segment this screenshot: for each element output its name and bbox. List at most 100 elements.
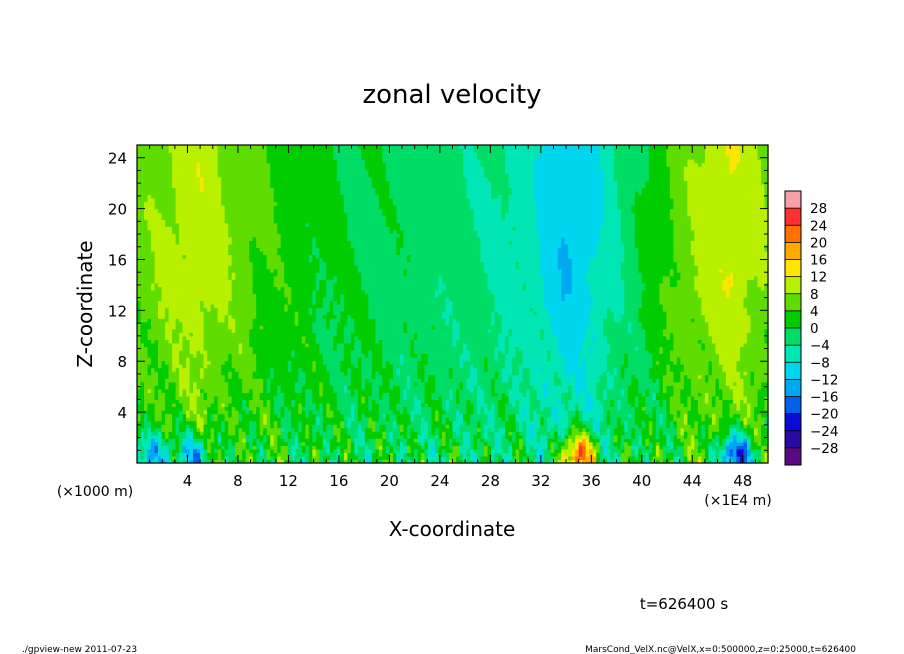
heatmap-cell [396, 448, 401, 453]
heatmap-cell [557, 420, 562, 425]
heatmap-cell [718, 385, 724, 390]
heatmap-cell [266, 438, 271, 443]
heatmap-cell [151, 402, 156, 408]
heatmap-cell [182, 395, 187, 400]
heatmap-cell [172, 438, 177, 443]
heatmap-cell [385, 364, 390, 369]
heatmap-cell [624, 388, 629, 393]
heatmap-cell [641, 371, 646, 376]
heatmap-cell [708, 378, 713, 383]
heatmap-cell [207, 438, 212, 443]
heatmap-cell [287, 385, 292, 390]
heatmap-cell [456, 441, 461, 446]
heatmap-cell [673, 392, 678, 397]
heatmap-cell [638, 452, 643, 457]
heatmap-cell [270, 424, 275, 429]
heatmap-cell [371, 420, 376, 425]
heatmap-cell [589, 431, 594, 436]
heatmap-cell [175, 420, 180, 425]
heatmap-cell [557, 417, 562, 422]
heatmap-cell [298, 448, 303, 453]
heatmap-cell [575, 420, 580, 425]
heatmap-cell [725, 399, 731, 404]
heatmap-cell [564, 448, 569, 453]
heatmap-cell [522, 410, 527, 415]
heatmap-cell [638, 459, 643, 464]
heatmap-cell [217, 406, 222, 411]
heatmap-cell [245, 392, 250, 397]
heatmap-cell [308, 448, 313, 453]
heatmap-cell [631, 378, 636, 383]
heatmap-cell [627, 395, 632, 400]
heatmap-cell [550, 445, 555, 450]
heatmap-cell [536, 371, 541, 376]
heatmap-cell [256, 434, 261, 439]
heatmap-cell [385, 374, 390, 379]
heatmap-cell [701, 381, 706, 386]
heatmap-cell [319, 438, 324, 443]
heatmap-cell [228, 395, 233, 400]
heatmap-cell [322, 410, 327, 415]
heatmap-cell [529, 385, 534, 390]
heatmap-cell [165, 388, 170, 393]
heatmap-cell [270, 459, 275, 464]
heatmap-cell [508, 459, 513, 464]
heatmap-cell [228, 427, 233, 432]
heatmap-cell [298, 402, 303, 408]
heatmap-cell [543, 402, 548, 408]
heatmap-cell [547, 438, 552, 443]
heatmap-cell [249, 420, 254, 425]
heatmap-cell [151, 441, 156, 446]
heatmap-cell [224, 434, 229, 439]
heatmap-cell [161, 438, 166, 443]
heatmap-cell [410, 441, 415, 446]
heatmap-cell [585, 381, 590, 386]
heatmap-cell [312, 385, 317, 390]
heatmap-cell [732, 448, 738, 453]
heatmap-cell [627, 417, 632, 422]
heatmap-cell [242, 413, 247, 418]
heatmap-cell [620, 445, 625, 450]
heatmap-cell [533, 395, 538, 400]
heatmap-cell [676, 413, 681, 418]
heatmap-cell [466, 406, 471, 411]
heatmap-cell [526, 406, 531, 411]
heatmap-cell [175, 438, 180, 443]
heatmap-cell [305, 364, 310, 369]
heatmap-cell [154, 395, 159, 400]
heatmap-cell [501, 385, 506, 390]
heatmap-cell [505, 448, 510, 453]
heatmap-cell [683, 455, 688, 461]
heatmap-cell [445, 406, 450, 411]
heatmap-cell [217, 395, 222, 400]
heatmap-cell [382, 381, 387, 386]
heatmap-cell [186, 410, 191, 415]
heatmap-cell [697, 381, 702, 386]
heatmap-cell [333, 374, 338, 379]
heatmap-cell [284, 388, 289, 393]
heatmap-cell [301, 427, 306, 432]
heatmap-cell [508, 448, 513, 453]
heatmap-cell [725, 438, 731, 443]
heatmap-cell [364, 381, 369, 386]
heatmap-cell [238, 378, 243, 383]
heatmap-cell [452, 448, 457, 453]
heatmap-cell [273, 381, 278, 386]
heatmap-cell [470, 434, 475, 439]
heatmap-cell [336, 427, 341, 432]
heatmap-cell [736, 434, 741, 439]
heatmap-cell [445, 420, 450, 425]
heatmap-cell [354, 424, 359, 429]
heatmap-cell [361, 392, 366, 397]
heatmap-cell [378, 452, 383, 457]
heatmap-cell [343, 455, 348, 461]
heatmap-cell [242, 452, 247, 457]
heatmap-cell [550, 364, 555, 369]
heatmap-cell [270, 420, 275, 425]
heatmap-cell [350, 374, 355, 379]
heatmap-cell [403, 420, 408, 425]
heatmap-cell [526, 364, 531, 369]
heatmap-cell [627, 388, 632, 393]
heatmap-cell [434, 441, 440, 446]
heatmap-cell [343, 392, 348, 397]
